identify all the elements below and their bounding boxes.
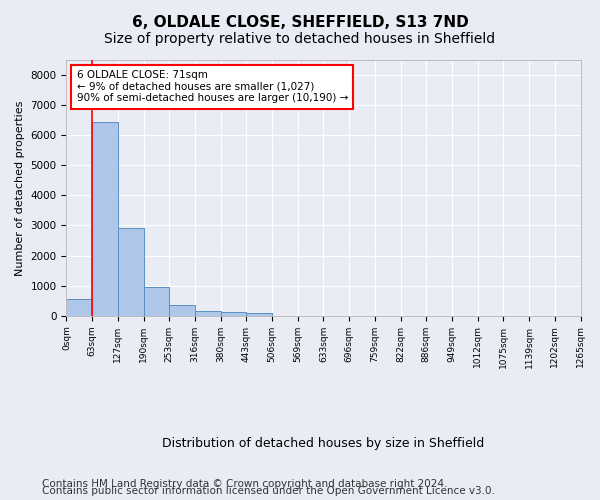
- Bar: [92, 122, 118, 316]
- Bar: [195, 311, 221, 316]
- Bar: [169, 306, 195, 316]
- Text: 6 OLDALE CLOSE: 71sqm
← 9% of detached houses are smaller (1,027)
90% of semi-de: 6 OLDALE CLOSE: 71sqm ← 9% of detached h…: [77, 70, 348, 103]
- Bar: [67, 299, 92, 316]
- Y-axis label: Number of detached properties: Number of detached properties: [15, 100, 25, 276]
- X-axis label: Distribution of detached houses by size in Sheffield: Distribution of detached houses by size …: [163, 437, 485, 450]
- Text: Size of property relative to detached houses in Sheffield: Size of property relative to detached ho…: [104, 32, 496, 46]
- Bar: [143, 286, 169, 316]
- Bar: [118, 228, 143, 316]
- Text: Contains HM Land Registry data © Crown copyright and database right 2024.: Contains HM Land Registry data © Crown c…: [42, 479, 448, 489]
- Bar: [221, 312, 247, 316]
- Text: 6, OLDALE CLOSE, SHEFFIELD, S13 7ND: 6, OLDALE CLOSE, SHEFFIELD, S13 7ND: [131, 15, 469, 30]
- Text: Contains public sector information licensed under the Open Government Licence v3: Contains public sector information licen…: [42, 486, 495, 496]
- Bar: [247, 314, 272, 316]
